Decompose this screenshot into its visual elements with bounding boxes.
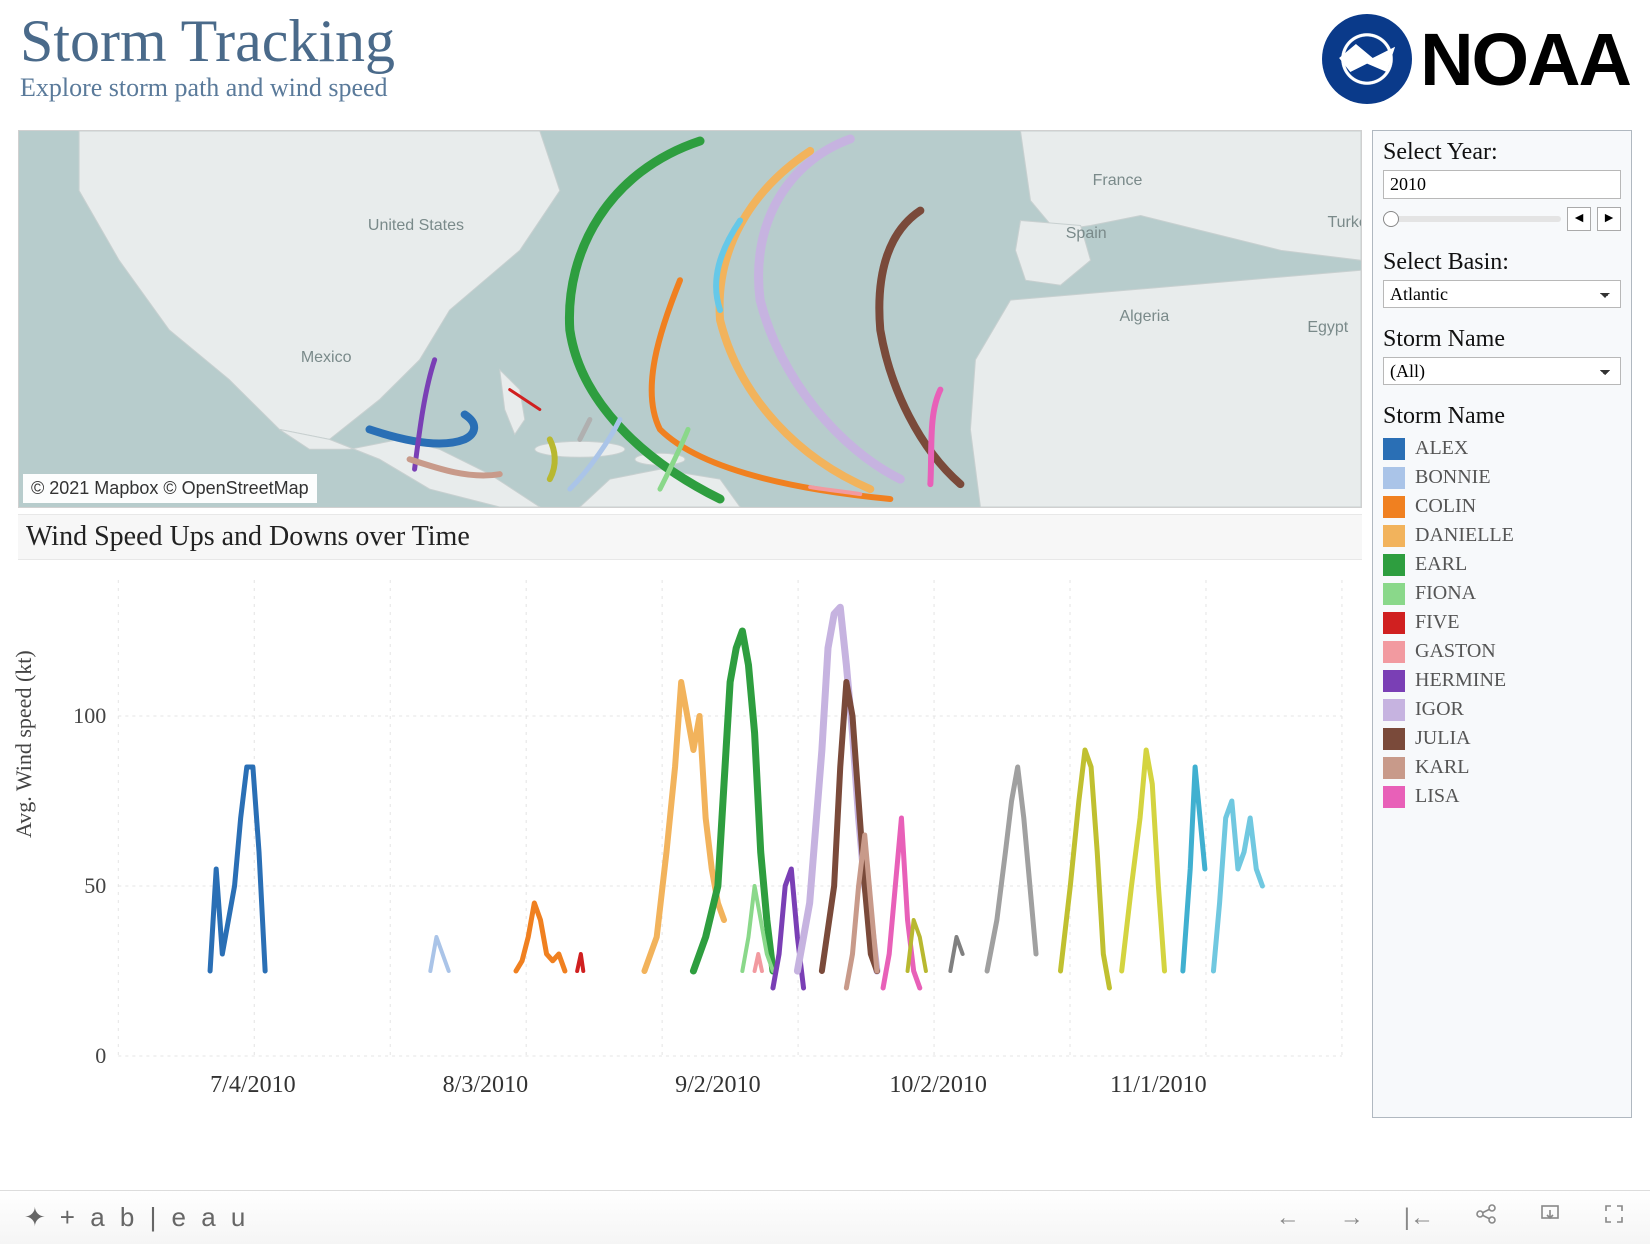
legend-item-alex[interactable]: ALEX <box>1383 434 1621 463</box>
chart-series-gaston[interactable] <box>755 954 762 971</box>
page-title: Storm Tracking <box>20 10 395 73</box>
legend-swatch <box>1383 757 1405 779</box>
tableau-mark-icon: ✦ <box>24 1202 50 1233</box>
svg-text:50: 50 <box>84 873 106 898</box>
legend-item-gaston[interactable]: GASTON <box>1383 637 1621 666</box>
noaa-logo: NOAA <box>1322 10 1630 104</box>
year-input[interactable] <box>1383 170 1621 199</box>
legend-list: ALEX BONNIE COLIN DANIELLE EARL FIONA FIVE GAST… <box>1383 434 1621 874</box>
svg-text:10/2/2010: 10/2/2010 <box>889 1072 987 1098</box>
year-slider[interactable] <box>1383 216 1561 222</box>
map-label: United States <box>368 217 464 235</box>
legend-title: Storm Name <box>1383 403 1621 430</box>
chart-series-danielle[interactable] <box>644 682 724 971</box>
page-subtitle: Explore storm path and wind speed <box>20 73 395 103</box>
storm-map[interactable]: United States Mexico Spain France Algeria Egy… <box>18 130 1362 508</box>
map-attribution: © 2021 Mapbox © OpenStreetMap <box>23 474 317 503</box>
legend-label: DANIELLE <box>1415 524 1514 547</box>
legend-item-five[interactable]: FIVE <box>1383 608 1621 637</box>
tableau-toolbar: ✦ + a b | e a u ← → |← <box>0 1190 1650 1244</box>
tableau-logo[interactable]: ✦ + a b | e a u <box>24 1202 249 1233</box>
tableau-brand-text: + a b | e a u <box>60 1202 250 1233</box>
legend-swatch <box>1383 728 1405 750</box>
storm-name-label: Storm Name <box>1383 326 1621 353</box>
chart-series-five[interactable] <box>577 954 583 971</box>
chart-series-tomas[interactable] <box>1213 801 1262 971</box>
legend-label: BONNIE <box>1415 466 1491 489</box>
chart-series-bonnie[interactable] <box>430 937 448 971</box>
legend-label: EARL <box>1415 553 1467 576</box>
svg-text:7/4/2010: 7/4/2010 <box>210 1072 296 1098</box>
legend-label: JULIA <box>1415 727 1471 750</box>
chart-series-shary[interactable] <box>1183 767 1205 971</box>
year-label: Select Year: <box>1383 139 1621 166</box>
legend-item-bonnie[interactable]: BONNIE <box>1383 463 1621 492</box>
map-label: Mexico <box>301 349 352 367</box>
map-label: France <box>1093 172 1143 190</box>
legend-label: ALEX <box>1415 437 1468 460</box>
legend-swatch <box>1383 699 1405 721</box>
toolbar-redo-icon[interactable]: → <box>1340 1204 1364 1232</box>
chart-series-richard[interactable] <box>1122 750 1165 971</box>
chart-series-colin[interactable] <box>516 903 565 971</box>
map-label: Spain <box>1066 225 1107 243</box>
year-prev-button[interactable]: ◄ <box>1567 207 1591 231</box>
legend-swatch <box>1383 670 1405 692</box>
year-next-button[interactable]: ► <box>1597 207 1621 231</box>
legend-swatch <box>1383 438 1405 460</box>
legend-item-fiona[interactable]: FIONA <box>1383 579 1621 608</box>
basin-select[interactable]: Atlantic <box>1383 280 1621 308</box>
legend-swatch <box>1383 786 1405 808</box>
legend-swatch <box>1383 467 1405 489</box>
chart-series-alex[interactable] <box>210 767 265 971</box>
legend-item-julia[interactable]: JULIA <box>1383 724 1621 753</box>
toolbar-share-icon[interactable] <box>1474 1202 1498 1233</box>
legend-item-karl[interactable]: KARL <box>1383 753 1621 782</box>
toolbar-fullscreen-icon[interactable] <box>1602 1202 1626 1233</box>
legend-swatch <box>1383 554 1405 576</box>
legend-label: IGOR <box>1415 698 1464 721</box>
legend-label: GASTON <box>1415 640 1496 663</box>
map-label: Algeria <box>1119 308 1169 326</box>
legend-item-earl[interactable]: EARL <box>1383 550 1621 579</box>
legend-item-igor[interactable]: IGOR <box>1383 695 1621 724</box>
noaa-seal-icon <box>1322 14 1412 104</box>
chart-y-axis-label: Avg. Wind speed (kt) <box>11 650 37 838</box>
svg-text:0: 0 <box>95 1043 106 1068</box>
chart-series-nicole[interactable] <box>950 937 962 971</box>
legend-label: FIONA <box>1415 582 1476 605</box>
wind-speed-chart[interactable]: 0 50 100 7/4/2010 8/3/2010 9/2/2010 10/2/2010 1… <box>18 560 1362 1116</box>
toolbar-reset-icon[interactable]: |← <box>1404 1204 1434 1232</box>
map-label: Egypt <box>1307 319 1348 337</box>
svg-text:11/1/2010: 11/1/2010 <box>1110 1072 1207 1098</box>
legend-label: HERMINE <box>1415 669 1506 692</box>
legend-swatch <box>1383 583 1405 605</box>
storm-name-select[interactable]: (All) <box>1383 357 1621 385</box>
controls-panel: Select Year: ◄ ► Select Basin: Atlantic … <box>1372 130 1632 1118</box>
map-label: Turke <box>1327 214 1362 232</box>
legend-label: COLIN <box>1415 495 1476 518</box>
legend-swatch <box>1383 496 1405 518</box>
legend-swatch <box>1383 641 1405 663</box>
svg-text:100: 100 <box>73 703 106 728</box>
toolbar-undo-icon[interactable]: ← <box>1276 1204 1300 1232</box>
legend-label: LISA <box>1415 785 1459 808</box>
toolbar-download-icon[interactable] <box>1538 1202 1562 1233</box>
chart-series-otto[interactable] <box>987 767 1036 971</box>
chart-title: Wind Speed Ups and Downs over Time <box>18 515 1362 560</box>
legend-item-danielle[interactable]: DANIELLE <box>1383 521 1621 550</box>
legend-item-colin[interactable]: COLIN <box>1383 492 1621 521</box>
svg-text:9/2/2010: 9/2/2010 <box>675 1072 761 1098</box>
svg-text:8/3/2010: 8/3/2010 <box>443 1072 529 1098</box>
legend-item-hermine[interactable]: HERMINE <box>1383 666 1621 695</box>
chart-series-paula[interactable] <box>1061 750 1110 988</box>
chart-series-lisa[interactable] <box>883 818 920 988</box>
legend-label: KARL <box>1415 756 1469 779</box>
legend-item-lisa[interactable]: LISA <box>1383 782 1621 811</box>
legend-swatch <box>1383 525 1405 547</box>
basin-label: Select Basin: <box>1383 249 1621 276</box>
legend-label: FIVE <box>1415 611 1459 634</box>
legend-swatch <box>1383 612 1405 634</box>
noaa-text: NOAA <box>1420 17 1630 102</box>
